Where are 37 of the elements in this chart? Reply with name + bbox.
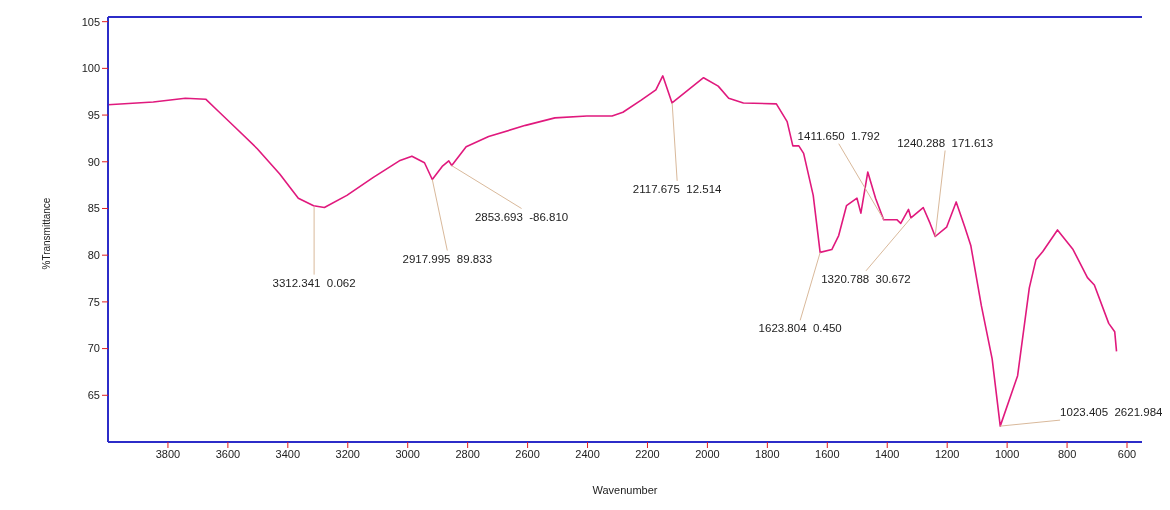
x-tick-label: 2000 xyxy=(695,447,720,460)
y-tick-label: 105 xyxy=(81,15,100,28)
x-tick-label: 3400 xyxy=(275,447,301,460)
annotation: 1411.650 1.792 xyxy=(797,129,880,142)
x-tick-label: 3200 xyxy=(335,447,361,460)
x-tick-label: 1200 xyxy=(934,447,960,460)
x-tick-label: 800 xyxy=(1057,447,1077,460)
x-tick-label: 3800 xyxy=(155,447,181,460)
y-tick-label: 90 xyxy=(87,155,100,168)
annotation: 1320.788 30.672 xyxy=(821,272,911,285)
x-tick-label: 3000 xyxy=(395,447,420,460)
x-tick-label: 2200 xyxy=(635,447,660,460)
x-tick-label: 600 xyxy=(1117,447,1137,460)
x-tick-label: 2400 xyxy=(575,447,600,460)
x-tick-label: 1600 xyxy=(815,447,840,460)
x-axis-title: Wavenumber xyxy=(592,484,658,496)
y-axis-title: %Transmittance xyxy=(40,197,52,270)
annotation: 2917.995 89.833 xyxy=(402,252,493,265)
y-tick-label: 75 xyxy=(87,295,100,308)
annotation: 1023.405 2621.984 xyxy=(1060,406,1164,419)
annotation: 1240.288 171.613 xyxy=(897,136,994,149)
x-tick-label: 1000 xyxy=(994,447,1020,460)
y-tick-label: 80 xyxy=(87,249,100,262)
y-tick-label: 65 xyxy=(87,389,100,402)
x-tick-label: 2800 xyxy=(455,447,480,460)
annotation: 2853.693 -86.810 xyxy=(474,210,569,223)
y-tick-label: 95 xyxy=(87,108,100,121)
y-tick-label: 85 xyxy=(87,202,100,215)
annotation: 1623.804 0.450 xyxy=(758,322,842,335)
annotation: 2117.675 12.514 xyxy=(632,182,723,195)
annotation: 3312.341 0.062 xyxy=(272,276,356,289)
x-tick-label: 1400 xyxy=(875,447,900,460)
y-tick-label: 70 xyxy=(87,342,100,355)
x-tick-label: 2600 xyxy=(515,447,540,460)
x-tick-label: 3600 xyxy=(215,447,241,460)
x-tick-label: 1800 xyxy=(755,447,780,460)
y-tick-label: 100 xyxy=(81,62,100,75)
